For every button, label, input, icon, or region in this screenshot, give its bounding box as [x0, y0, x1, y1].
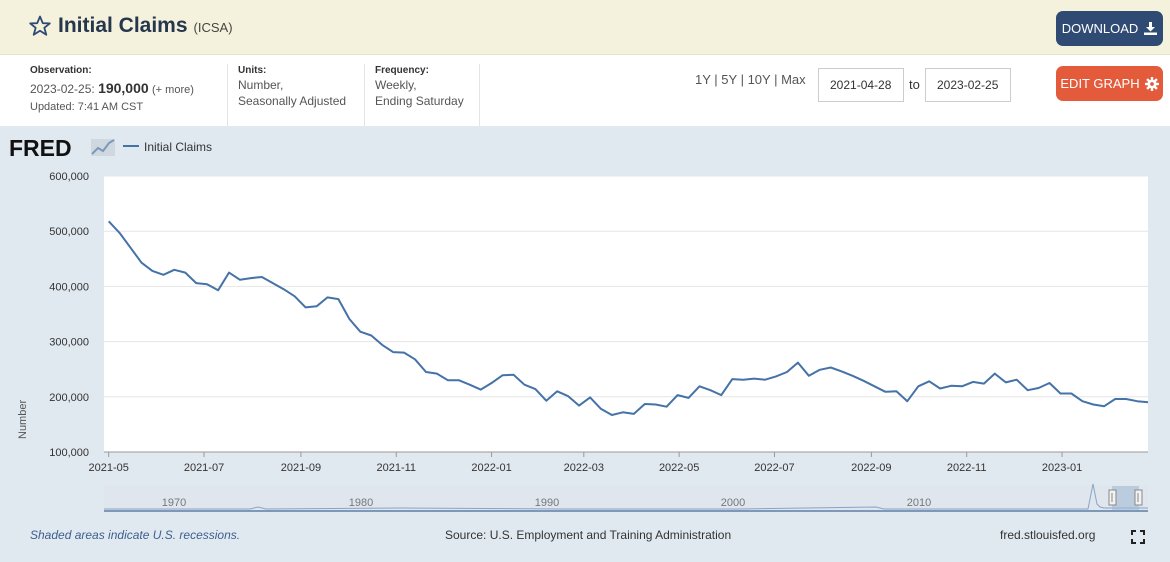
range-1y[interactable]: 1Y	[695, 72, 711, 87]
observation-value: 190,000	[98, 80, 149, 96]
metadata-row: Observation: 2023-02-25: 190,000 (+ more…	[0, 55, 1170, 126]
y-tick-label: 600,000	[49, 171, 89, 183]
y-tick-label: 300,000	[49, 337, 89, 349]
navigator-series	[104, 483, 1148, 510]
y-axis: 100,000 200,000 300,000 400,000 500,000 600,0…	[49, 171, 89, 459]
x-tick-label: 2022-09	[851, 462, 891, 474]
observation-label: Observation:	[30, 65, 92, 76]
navigator-ticks: 1970 1980 1990 2000 2010	[162, 497, 931, 509]
download-label: DOWNLOAD	[1061, 21, 1139, 36]
y-tick-label: 500,000	[49, 226, 89, 238]
navigator[interactable]	[104, 485, 1148, 512]
end-date-input[interactable]: 2023-02-25	[925, 68, 1011, 102]
series-title: Initial Claims (ICSA)	[58, 14, 233, 38]
fred-logo: FRED	[9, 135, 72, 161]
x-tick-label: 2022-01	[471, 462, 511, 474]
navigator-handle-right[interactable]	[1134, 489, 1143, 506]
to-label: to	[909, 77, 920, 92]
fullscreen-icon[interactable]	[1131, 530, 1145, 544]
series-id: (ICSA)	[193, 20, 233, 35]
chart-svg: FRED Initial Claims 100,000 200,000 300,00…	[9, 135, 1149, 542]
navigator-tick-label: 2000	[721, 497, 745, 509]
y-tick-label: 400,000	[49, 281, 89, 293]
chart-area: FRED Initial Claims 100,000 200,000 300,00…	[0, 126, 1170, 562]
range-10y[interactable]: 10Y	[747, 72, 771, 87]
navigator-tick-label: 1970	[162, 497, 186, 509]
navigator-tick-label: 2010	[907, 497, 931, 509]
y-axis-label: Number	[17, 400, 29, 439]
observation-line: 2023-02-25: 190,000 (+ more)	[30, 80, 227, 98]
frequency-line-1: Weekly,	[375, 78, 417, 92]
x-tick-label: 2022-03	[564, 462, 604, 474]
star-icon[interactable]	[28, 14, 52, 38]
frequency-label: Frequency:	[375, 65, 429, 76]
legend-label[interactable]: Initial Claims	[144, 140, 212, 154]
units-block: Units: Number, Seasonally Adjusted	[228, 64, 365, 126]
x-tick-label: 2021-05	[89, 462, 129, 474]
navigator-tick-label: 1990	[535, 497, 559, 509]
fred-graph-icon	[91, 139, 115, 156]
title-bar: Initial Claims (ICSA) DOWNLOAD	[0, 0, 1170, 55]
navigator-tick-label: 1980	[349, 497, 373, 509]
series-line-initial-claims	[107, 220, 1149, 416]
navigator-handle-left[interactable]	[1108, 489, 1117, 506]
x-tick-label: 2021-09	[281, 462, 321, 474]
gear-icon	[1144, 76, 1159, 91]
x-tick-label: 2022-07	[754, 462, 794, 474]
plot-area	[104, 176, 1148, 452]
x-axis: 2021-05 2021-07 2021-09 2021-11 2022-01 2022-…	[89, 451, 1148, 474]
x-tick-label: 2022-05	[659, 462, 699, 474]
series-title-text: Initial Claims	[58, 14, 188, 37]
start-date-input[interactable]: 2021-04-28	[818, 68, 904, 102]
units-label: Units:	[238, 65, 267, 76]
download-button[interactable]: DOWNLOAD	[1056, 11, 1163, 46]
units-line-1: Number,	[238, 78, 284, 92]
range-max[interactable]: Max	[781, 72, 806, 87]
units-line-2: Seasonally Adjusted	[238, 94, 347, 108]
observation-block: Observation: 2023-02-25: 190,000 (+ more…	[20, 64, 228, 126]
download-icon	[1144, 22, 1158, 35]
recession-note: Shaded areas indicate U.S. recessions.	[30, 528, 240, 542]
x-tick-label: 2023-01	[1042, 462, 1082, 474]
site-link[interactable]: fred.stlouisfed.org	[1000, 528, 1095, 542]
y-tick-label: 100,000	[49, 447, 89, 459]
observation-more-link[interactable]: (+ more)	[152, 84, 194, 96]
range-5y[interactable]: 5Y	[721, 72, 737, 87]
x-tick-label: 2021-07	[184, 462, 224, 474]
frequency-line-2: Ending Saturday	[375, 94, 464, 108]
range-links: 1Y | 5Y | 10Y | Max	[695, 72, 806, 87]
x-tick-label: 2021-11	[376, 462, 416, 474]
frequency-block: Frequency: Weekly, Ending Saturday	[365, 64, 480, 126]
y-tick-label: 200,000	[49, 392, 89, 404]
edit-graph-button[interactable]: EDIT GRAPH	[1056, 66, 1163, 101]
updated-time: Updated: 7:41 AM CST	[30, 101, 144, 113]
x-tick-label: 2022-11	[947, 462, 987, 474]
source-text: Source: U.S. Employment and Training Adm…	[445, 528, 731, 542]
edit-graph-label: EDIT GRAPH	[1060, 76, 1140, 91]
observation-date: 2023-02-25:	[30, 82, 95, 96]
